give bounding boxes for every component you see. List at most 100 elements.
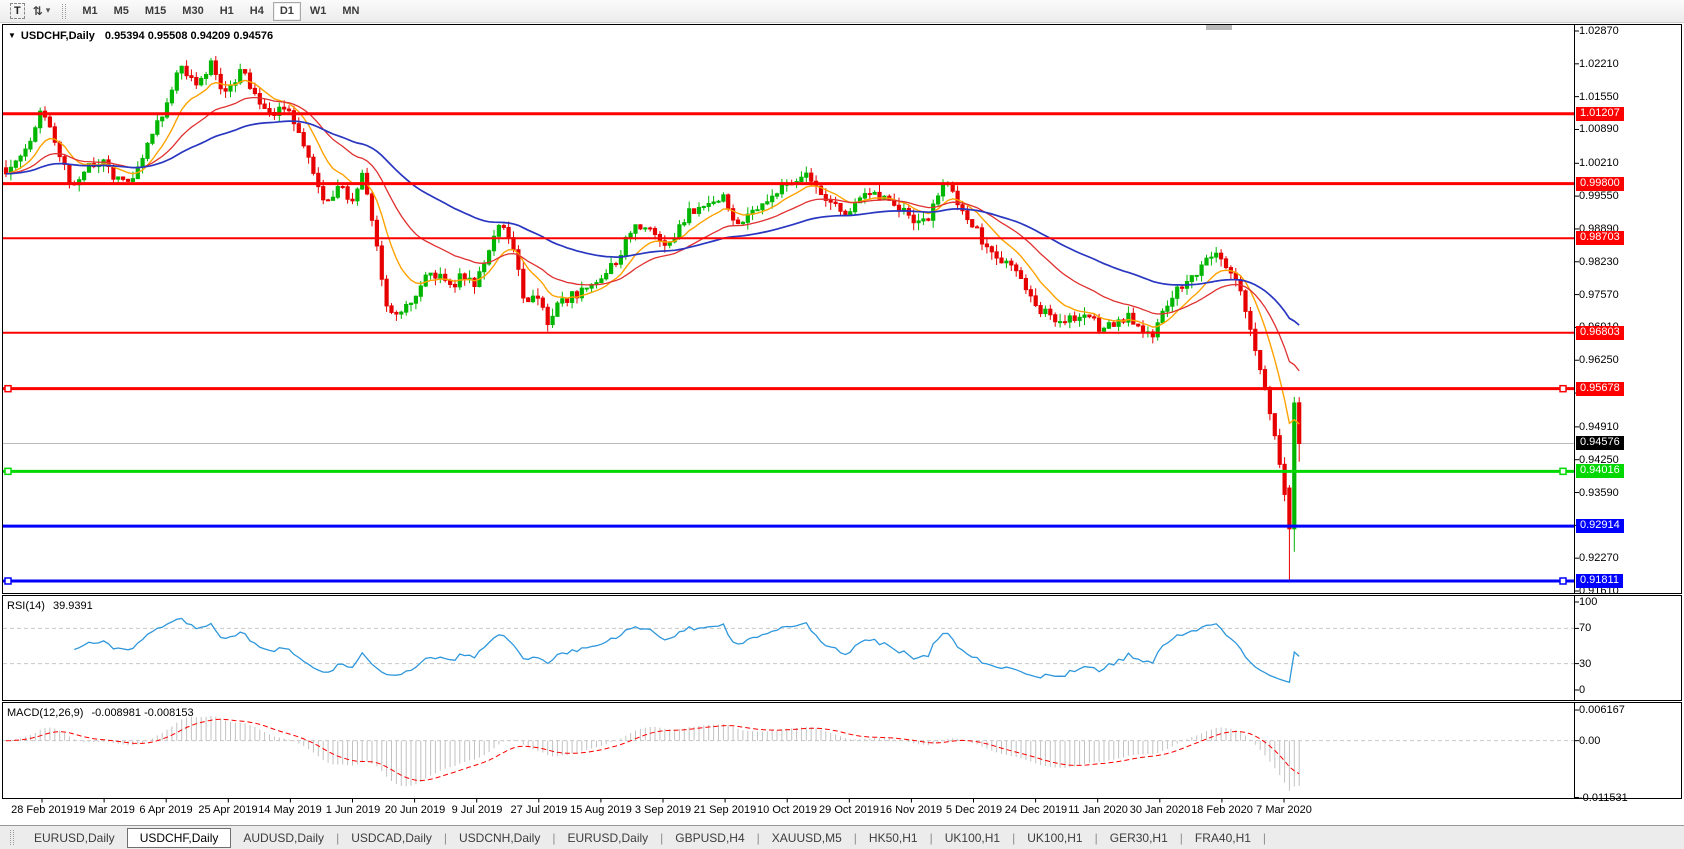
price-tick-0.96250: 0.96250 — [1579, 354, 1619, 366]
hline-price-label-0.99800: 0.99800 — [1576, 177, 1624, 191]
rsi-scale-0: 0 — [1579, 684, 1586, 696]
hline-handle-left-0.95678[interactable] — [4, 384, 12, 393]
date-label-14: 16 Nov 2019 — [879, 804, 943, 816]
rsi-value: 39.9391 — [52, 600, 93, 612]
timeframe-button-MN[interactable]: MN — [342, 4, 360, 17]
macd-scale-0.006167: 0.006167 — [1579, 704, 1625, 716]
hline-handle-right-0.95678[interactable] — [1559, 384, 1567, 393]
macd-panel[interactable] — [2, 702, 1682, 799]
price-tick-0.97570: 0.97570 — [1579, 289, 1619, 301]
chart-tab-AUDUSD-Daily-2[interactable]: AUDUSD,Daily — [243, 830, 325, 845]
rsi-scale-30: 30 — [1579, 658, 1592, 670]
date-label-0: 28 Feb 2019 — [11, 804, 73, 816]
date-label-5: 1 Jun 2019 — [325, 804, 381, 816]
tab-separator: | — [853, 830, 857, 845]
timeframe-button-W1[interactable]: W1 — [309, 4, 327, 17]
hline-price-label-1.01207: 1.01207 — [1576, 107, 1624, 121]
ma-60-line — [5, 120, 1300, 326]
date-label-2: 6 Apr 2019 — [139, 804, 193, 816]
tab-separator: | — [1012, 830, 1016, 845]
price-tick-0.91610: 0.91610 — [1579, 585, 1619, 597]
collapse-arrow-icon[interactable]: ▼ — [8, 31, 16, 40]
hline-price-label-0.91811: 0.91811 — [1576, 574, 1623, 588]
timeframe-button-H4[interactable]: H4 — [249, 4, 264, 17]
main-chart-panel[interactable] — [2, 24, 1682, 594]
hline-price-label-0.96803: 0.96803 — [1576, 326, 1624, 340]
text-tool-button[interactable]: T — [6, 2, 29, 20]
chart-tab-USDCNH-Daily-4[interactable]: USDCNH,Daily — [459, 830, 541, 845]
timeframe-button-D1[interactable]: D1 — [272, 1, 301, 21]
chart-tab-bar: EURUSD,Daily USDCHF,Daily AUDUSD,Daily | USD… — [0, 825, 1684, 849]
chart-tab-GBPUSD-H4-6[interactable]: GBPUSD,H4 — [675, 830, 745, 845]
chart-title: ▼ USDCHF,Daily 0.95394 0.95508 0.94209 0.9… — [8, 29, 273, 43]
price-tick-1.02210: 1.02210 — [1579, 58, 1619, 70]
price-tick-1.02870: 1.02870 — [1579, 25, 1619, 37]
rsi-scale-70: 70 — [1579, 622, 1592, 634]
date-label-11: 21 Sep 2019 — [693, 804, 757, 816]
date-label-7: 9 Jul 2019 — [451, 804, 503, 816]
hline-handle-right-0.91811[interactable] — [1559, 577, 1567, 585]
price-tick-0.93590: 0.93590 — [1579, 487, 1619, 499]
price-tick-0.98230: 0.98230 — [1579, 256, 1619, 268]
timeframe-button-M1[interactable]: M1 — [82, 4, 98, 17]
price-tick-1.01550: 1.01550 — [1579, 91, 1619, 103]
chart-tab-EURUSD-Daily-0[interactable]: EURUSD,Daily — [34, 830, 115, 845]
tab-separator: | — [929, 830, 933, 845]
price-tick-0.94250: 0.94250 — [1579, 454, 1619, 466]
hline-handle-left-0.94016[interactable] — [4, 467, 12, 476]
rsi-scale-100: 100 — [1579, 596, 1598, 608]
hline-handle-left-0.91811[interactable] — [4, 577, 12, 585]
timeframe-button-M30[interactable]: M30 — [182, 4, 204, 17]
date-label-9: 15 Aug 2019 — [570, 804, 632, 816]
hline-price-label-0.94016: 0.94016 — [1576, 464, 1624, 478]
date-label-1: 19 Mar 2019 — [73, 804, 135, 816]
ma-10-line — [5, 79, 1300, 425]
chart-tab-HK50-H1-8[interactable]: HK50,H1 — [868, 830, 918, 845]
chart-tab-EURUSD-Daily-5[interactable]: EURUSD,Daily — [567, 830, 649, 845]
macd-scale--0.011531: -0.011531 — [1579, 792, 1628, 804]
date-label-8: 27 Jul 2019 — [510, 804, 568, 816]
price-tick-0.94910: 0.94910 — [1579, 421, 1619, 433]
chart-tab-GER30-H1-11[interactable]: GER30,H1 — [1109, 830, 1168, 845]
chart-symbol-label: USDCHF,Daily — [20, 30, 95, 42]
chart-shift-marker[interactable] — [1206, 25, 1232, 30]
pointer-tool-button[interactable]: ⇅ ▾ — [29, 3, 55, 19]
candlesticks — [3, 55, 1302, 581]
tab-separator: | — [756, 830, 760, 845]
toolbar-grip[interactable] — [62, 3, 67, 19]
date-label-16: 24 Dec 2019 — [1004, 804, 1068, 816]
chart-tab-USDCHF-Daily-1[interactable]: USDCHF,Daily — [126, 827, 232, 848]
tab-separator: | — [336, 830, 340, 845]
timeframe-button-M5[interactable]: M5 — [113, 4, 129, 17]
text-tool-icon: T — [10, 3, 25, 19]
chart-tab-UK100-H1-9[interactable]: UK100,H1 — [944, 830, 1001, 845]
hline-price-label-0.92914: 0.92914 — [1576, 519, 1624, 533]
chart-tab-XAUUSD-M5-7[interactable]: XAUUSD,M5 — [771, 830, 842, 845]
date-label-13: 29 Oct 2019 — [819, 804, 879, 816]
chart-tab-FRA40-H1-12[interactable]: FRA40,H1 — [1194, 830, 1251, 845]
tabbar-grip[interactable] — [10, 830, 14, 845]
timeframe-button-H1[interactable]: H1 — [219, 4, 234, 17]
date-label-4: 14 May 2019 — [258, 804, 322, 816]
rsi-indicator-label: RSI(14) 39.9391 — [7, 600, 93, 613]
chart-tab-UK100-H1-10[interactable]: UK100,H1 — [1027, 830, 1083, 845]
rsi-line — [74, 617, 1300, 684]
macd-values: -0.008981 -0.008153 — [91, 707, 194, 719]
rsi-name: RSI(14) — [7, 600, 45, 612]
date-label-18: 30 Jan 2020 — [1129, 804, 1191, 816]
chart-tab-USDCAD-Daily-3[interactable]: USDCAD,Daily — [351, 830, 432, 845]
tab-separator: | — [660, 830, 664, 845]
date-label-3: 25 Apr 2019 — [198, 804, 258, 816]
date-label-10: 3 Sep 2019 — [634, 804, 692, 816]
date-label-19: 18 Feb 2020 — [1191, 804, 1253, 816]
tab-separator: | — [1094, 830, 1098, 845]
hline-handle-right-0.94016[interactable] — [1559, 467, 1567, 476]
timeframe-button-M15[interactable]: M15 — [144, 4, 167, 17]
price-tick-0.99550: 0.99550 — [1579, 190, 1619, 202]
macd-indicator-label: MACD(12,26,9) -0.008981 -0.008153 — [7, 707, 194, 720]
macd-name: MACD(12,26,9) — [7, 707, 84, 719]
macd-signal-line — [5, 718, 1300, 782]
